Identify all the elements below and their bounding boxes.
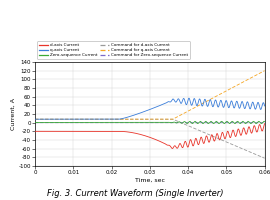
- Legend: d-axis Current, q-axis Current, Zero-sequence Current, Command for d-axis Curren: d-axis Current, q-axis Current, Zero-seq…: [37, 41, 190, 59]
- X-axis label: Time, sec: Time, sec: [135, 178, 165, 183]
- Text: Fig. 3. Current Waveform (Single Inverter): Fig. 3. Current Waveform (Single Inverte…: [47, 189, 223, 198]
- Y-axis label: Current, A: Current, A: [11, 98, 16, 130]
